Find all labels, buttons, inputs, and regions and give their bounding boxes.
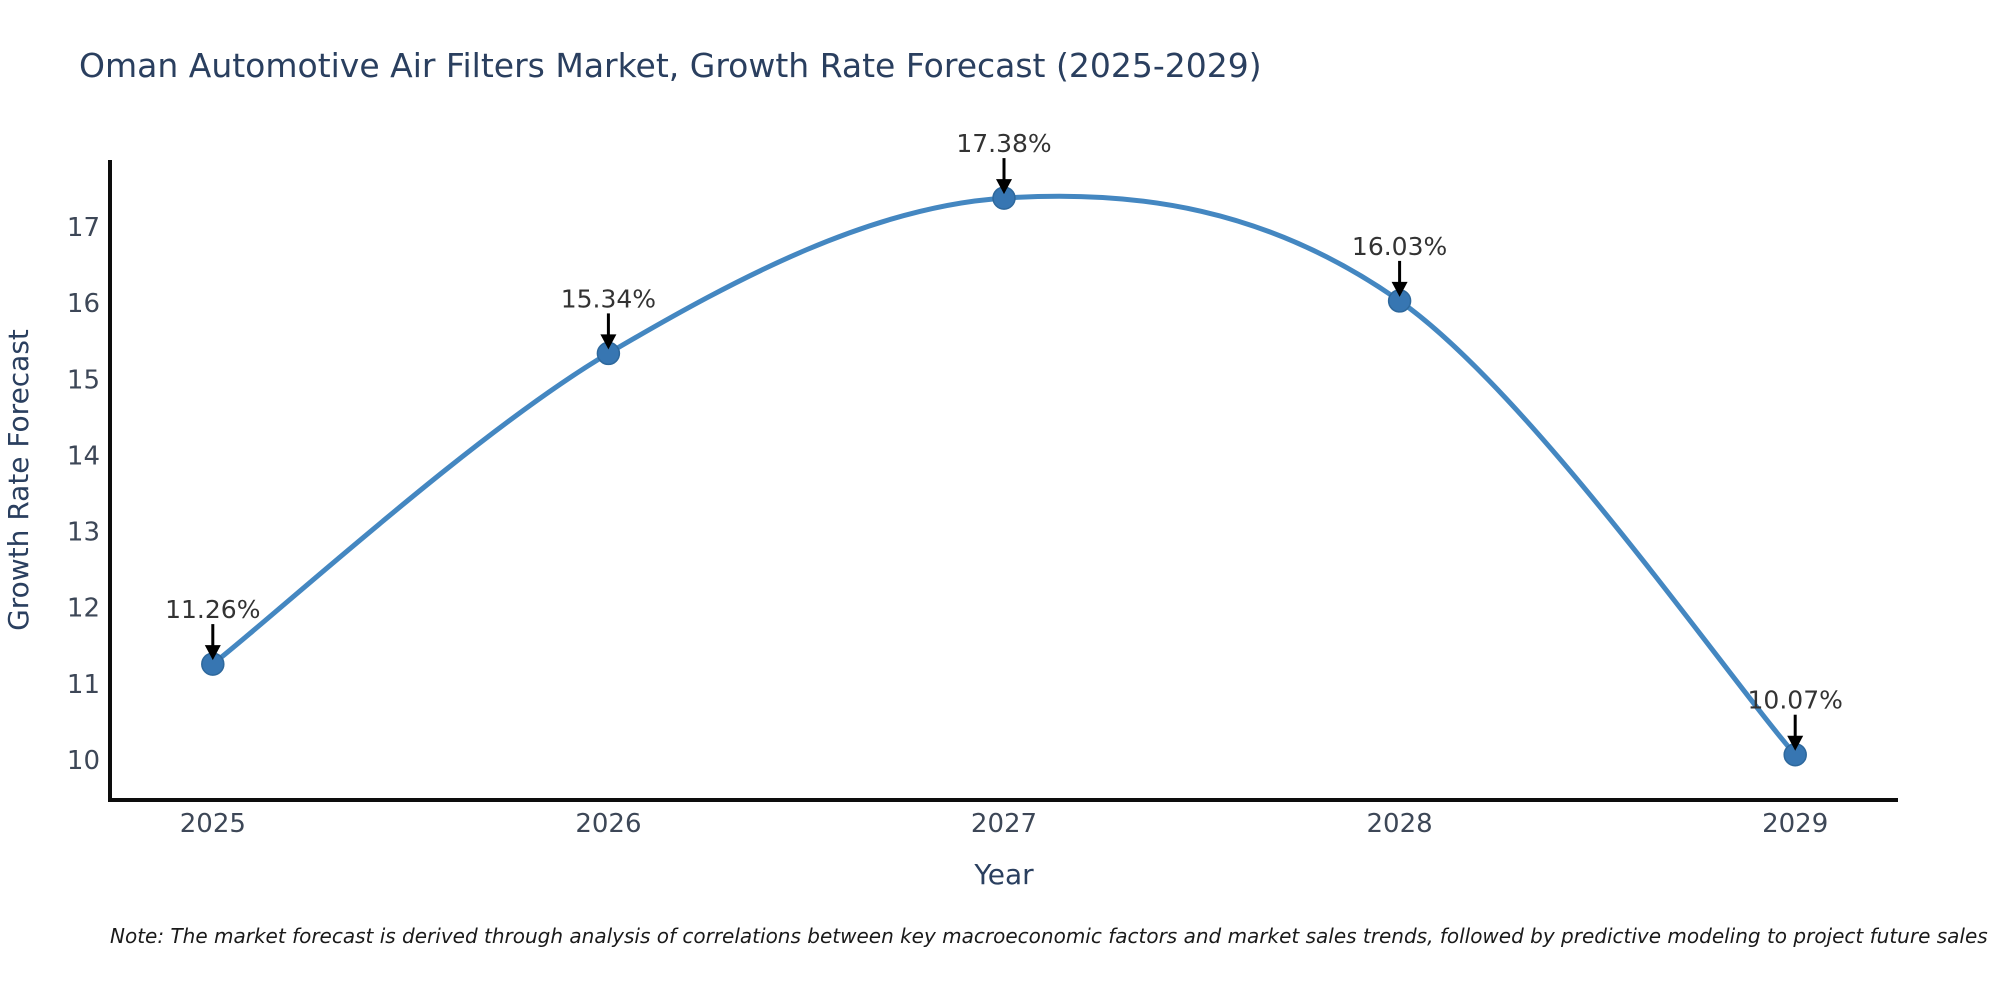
y-tick-label: 12 xyxy=(67,594,100,624)
y-tick-label: 16 xyxy=(67,289,100,319)
x-tick-label: 2025 xyxy=(180,809,246,839)
series-line xyxy=(210,193,1798,758)
x-tick-label: 2029 xyxy=(1762,809,1828,839)
annotation-arrowhead-icon xyxy=(1787,735,1804,751)
annotation-label: 17.38% xyxy=(956,129,1051,158)
y-axis-ticks: 10 11 12 13 14 15 16 17 xyxy=(67,213,100,776)
y-tick-label: 10 xyxy=(67,746,100,776)
y-tick-label: 17 xyxy=(67,213,100,243)
y-tick-label: 11 xyxy=(67,670,100,700)
annotation-label: 16.03% xyxy=(1352,232,1447,261)
x-tick-label: 2026 xyxy=(575,809,641,839)
annotation-label: 15.34% xyxy=(561,284,656,313)
x-axis-ticks: 2025 2026 2027 2028 2029 xyxy=(180,809,1828,839)
x-tick-label: 2028 xyxy=(1366,809,1432,839)
annotation-arrowhead-icon xyxy=(600,334,617,350)
footnote: Note: The market forecast is derived thr… xyxy=(110,924,1988,948)
chart-title: Oman Automotive Air Filters Market, Grow… xyxy=(79,46,1262,85)
annotations: 11.26% 15.34% 17.38% 16.03% 10.07% xyxy=(165,129,1843,751)
annotation-arrowhead-icon xyxy=(996,179,1012,195)
y-axis-title: Growth Rate Forecast xyxy=(2,329,35,631)
annotation-label: 10.07% xyxy=(1748,686,1843,715)
data-points xyxy=(201,186,1807,767)
annotation-arrowhead-icon xyxy=(204,645,221,661)
y-tick-label: 15 xyxy=(67,365,100,395)
y-tick-label: 13 xyxy=(67,518,100,548)
annotation-label: 11.26% xyxy=(165,595,260,624)
y-tick-label: 14 xyxy=(67,441,100,471)
annotation-arrowhead-icon xyxy=(1391,281,1408,297)
x-tick-label: 2027 xyxy=(971,809,1037,839)
x-axis-title: Year xyxy=(973,858,1034,891)
